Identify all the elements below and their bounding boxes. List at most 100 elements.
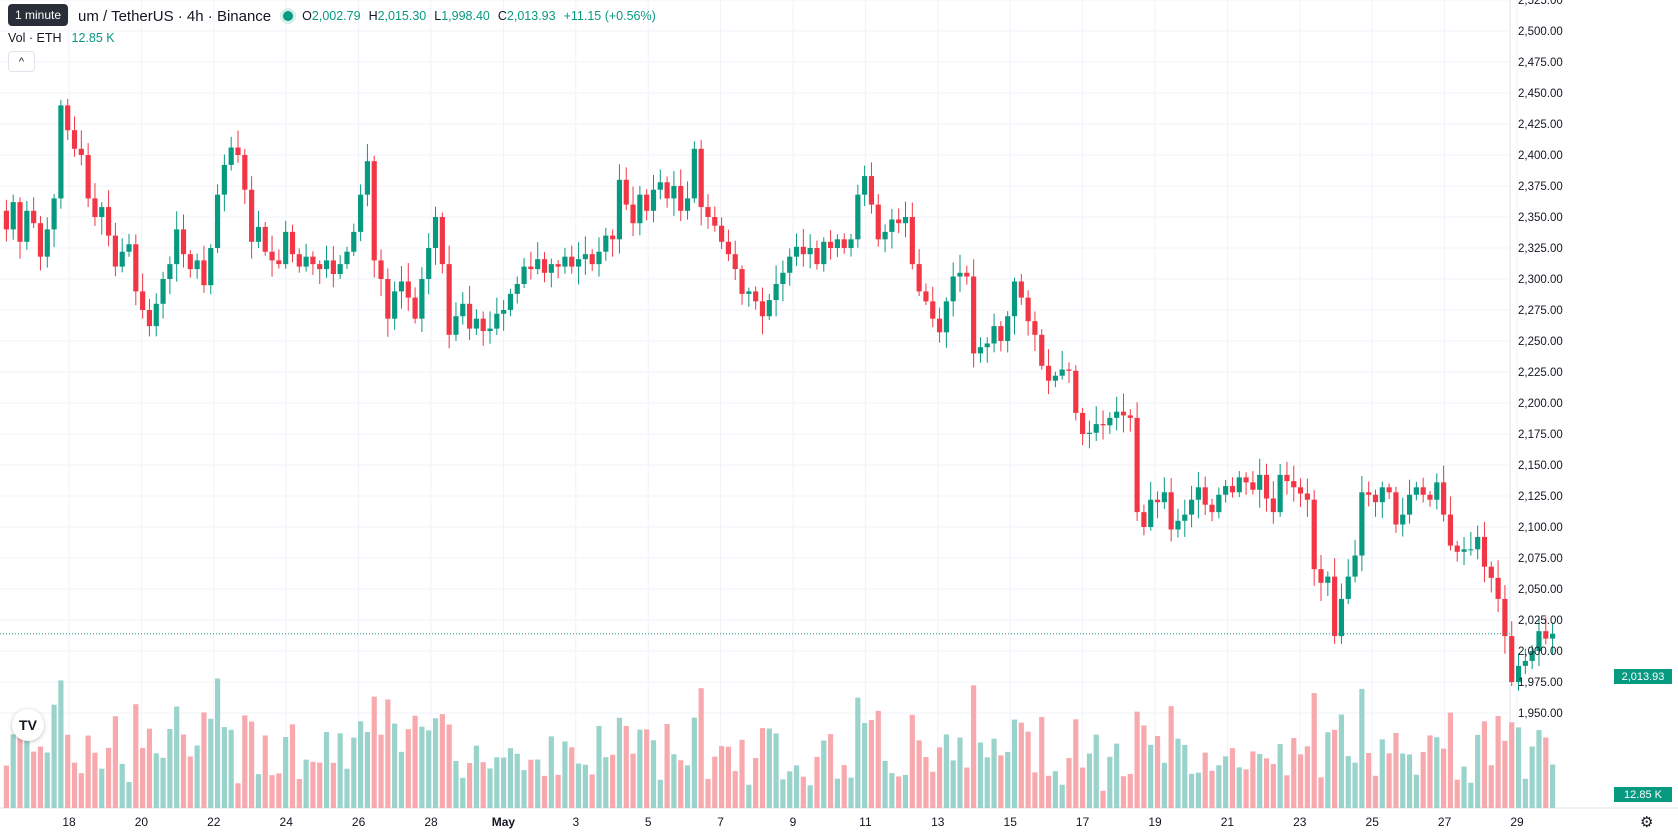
volume-bar [562,741,568,808]
current-volume-tag [1614,787,1672,802]
candle-body [1488,566,1494,578]
candle-body [521,266,527,284]
volume-bar [1332,729,1338,808]
candle-body [276,260,282,265]
volume-bar [1488,765,1494,808]
price-tick-label: 2,450.00 [1518,88,1563,100]
volume-bar [58,680,64,808]
time-tick-label: 18 [62,815,76,829]
volume-bar [330,762,336,808]
volume-bar [337,733,343,808]
candle-body [1189,499,1195,515]
market-status-icon[interactable] [283,11,294,21]
volume-bar [460,777,466,808]
candle-body [950,276,956,302]
volume-bar [1291,738,1297,808]
candle-body [1168,492,1174,530]
volume-bar [882,760,888,808]
volume-bar [1413,774,1419,808]
candle-body [1025,297,1031,322]
collapse-legend-button[interactable]: ^ [8,51,35,72]
candle-body [1297,487,1304,494]
candle-body [991,326,997,344]
candle-body [201,260,207,286]
candle-body [862,176,868,195]
volume-label[interactable]: Vol · ETH [8,31,62,45]
candle-body [10,202,16,230]
candle-body [739,269,745,294]
candle-body [378,260,384,279]
volume-bar [535,759,541,808]
candle-body [671,186,677,199]
volume-bar [1229,748,1236,808]
volume-bar [1107,756,1113,808]
candle-body [412,297,418,319]
volume-bar [1052,771,1058,808]
candle-body [364,161,370,195]
candle-body [140,291,146,310]
candle-body [1447,514,1454,546]
candle-body [1175,520,1181,530]
candle-body [1359,492,1365,556]
volume-bar [1141,725,1147,808]
candle-body [126,244,132,252]
time-tick-label: 20 [135,815,149,829]
volume-bar [1284,775,1290,808]
candle-body [1481,536,1488,567]
volume-bar [1468,782,1474,808]
volume-bar [1495,715,1501,808]
volume-bar [105,747,112,808]
volume-bar [208,718,214,808]
volume-bar [1359,688,1365,808]
volume-bar [1168,706,1174,808]
volume-bar [541,775,548,808]
volume-bar [187,756,193,808]
close-value: 2,013.93 [506,9,556,23]
candle-body [31,210,37,224]
volume-bar [126,781,132,808]
volume-bar [1011,719,1018,808]
candle-body [1413,487,1419,495]
candle-body [17,202,23,242]
candle-body [1277,474,1283,513]
volume-bar [405,729,411,808]
candle-body [589,254,595,265]
candle-body [957,272,963,277]
volume-bar [1189,773,1195,808]
tradingview-logo-icon[interactable]: TV [12,709,44,741]
time-tick-label: 9 [790,815,797,829]
candle-body [160,279,166,304]
volume-bar [1277,744,1283,808]
volume-bar [78,773,84,808]
candle-body [51,198,57,230]
candle-body [562,256,568,267]
candle-body [58,105,64,199]
candle-body [1338,598,1345,637]
gear-icon[interactable]: ⚙ [1640,814,1654,831]
candle-body [501,310,507,314]
volume-bar [412,715,418,808]
volume-bar [501,757,507,808]
symbol-title[interactable]: um / TetherUS · 4h · Binance [78,7,272,25]
volume-bar [10,734,16,808]
candle-body [535,259,541,270]
price-tick-label: 2,475.00 [1518,57,1563,69]
candle-body [882,231,888,240]
candle-body [827,241,834,248]
volume-bar [392,723,398,808]
candle-body [78,148,84,155]
candle-body [1086,432,1093,434]
volume-bar [1202,752,1208,808]
candle-body [698,148,704,208]
candle-body [1345,576,1351,599]
volume-bar [71,762,78,808]
candle-body [807,248,813,255]
volume-bar [780,779,786,808]
time-tick-label: 19 [1148,815,1162,829]
candle-body [1270,498,1276,513]
volume-bar [228,729,234,808]
candle-body [466,303,473,329]
volume-bar [1257,753,1263,808]
volume-bar [1400,753,1406,808]
